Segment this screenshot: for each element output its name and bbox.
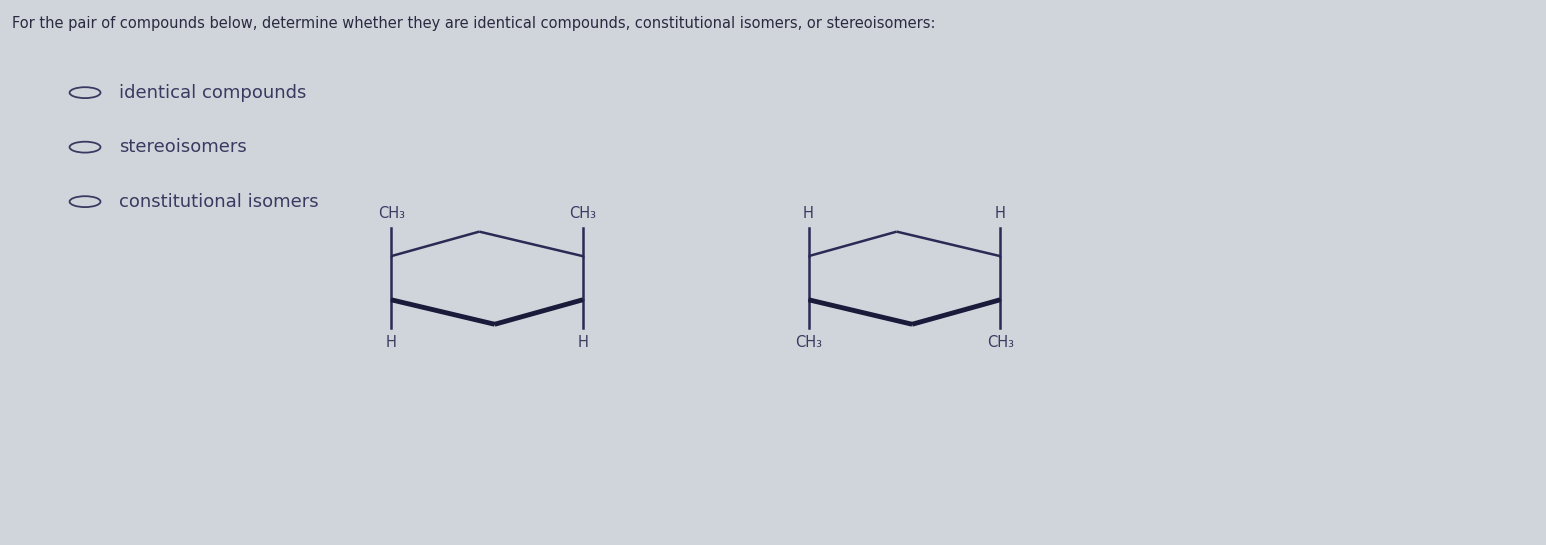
Text: constitutional isomers: constitutional isomers xyxy=(119,192,318,211)
Text: H: H xyxy=(802,206,815,221)
Text: CH₃: CH₃ xyxy=(795,335,822,350)
Text: For the pair of compounds below, determine whether they are identical compounds,: For the pair of compounds below, determi… xyxy=(12,16,935,32)
Text: H: H xyxy=(385,335,397,350)
Text: identical compounds: identical compounds xyxy=(119,83,306,102)
Text: stereoisomers: stereoisomers xyxy=(119,138,247,156)
Text: CH₃: CH₃ xyxy=(569,206,597,221)
Text: H: H xyxy=(577,335,589,350)
Text: CH₃: CH₃ xyxy=(377,206,405,221)
Text: H: H xyxy=(994,206,1006,221)
Text: CH₃: CH₃ xyxy=(986,335,1014,350)
